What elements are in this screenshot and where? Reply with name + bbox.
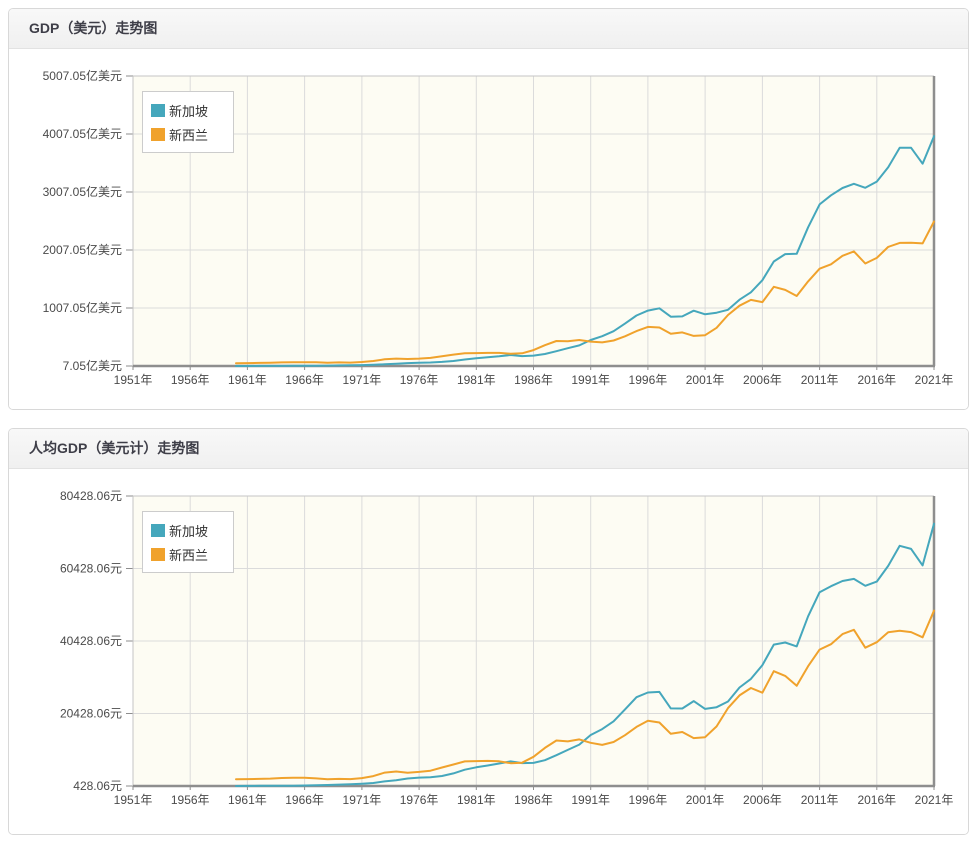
x-axis-label: 1976年: [400, 793, 439, 807]
new-zealand-swatch-icon: [151, 547, 165, 561]
x-axis-label: 1956年: [171, 373, 210, 387]
x-axis-label: 1991年: [571, 373, 610, 387]
legend-label-singapore: 新加坡: [169, 523, 209, 539]
x-axis-label: 1986年: [514, 373, 553, 387]
gdp-per-capita-chart-title: 人均GDP（美元计）走势图: [29, 440, 200, 456]
singapore-swatch-icon: [151, 523, 165, 537]
x-axis-label: 1981年: [457, 373, 496, 387]
gdp-chart-card: GDP（美元）走势图 1951年 1956年 1961年 1966年 1971年 1976…: [8, 8, 969, 410]
gdp-per-capita-card-header: 人均GDP（美元计）走势图: [9, 429, 968, 469]
new-zealand-swatch-icon: [151, 127, 165, 141]
legend-label-singapore: 新加坡: [169, 103, 209, 119]
x-axis-label: 1996年: [629, 793, 668, 807]
x-axis-label: 2001年: [686, 373, 725, 387]
x-axis-label: 1996年: [629, 373, 668, 387]
y-axis-label: 80428.06元: [60, 489, 122, 503]
series-line-1: [235, 609, 935, 781]
x-axis-label: 1976年: [400, 373, 439, 387]
legend-item-singapore[interactable]: 新加坡: [151, 98, 223, 122]
gdp-chart-body: 1951年 1956年 1961年 1966年 1971年 1976年 1981年 1986年…: [9, 49, 968, 409]
gdp-per-capita-chart-card: 人均GDP（美元计）走势图 1951年 1956年 1961年 1966年 1971年 1…: [8, 428, 969, 835]
y-axis-label: 1007.05亿美元: [43, 300, 122, 315]
gdp-chart-title: GDP（美元）走势图: [29, 20, 158, 36]
y-axis-label: 428.06元: [73, 779, 122, 793]
x-axis-label: 2021年: [915, 373, 954, 387]
x-axis-label: 1991年: [571, 793, 610, 807]
legend-label-new-zealand: 新西兰: [169, 547, 209, 563]
x-axis-label: 1981年: [457, 793, 496, 807]
y-axis-label: 60428.06元: [60, 562, 122, 576]
gdp-line-chart[interactable]: 1951年 1956年 1961年 1966年 1971年 1976年 1981年 1986年…: [9, 49, 968, 409]
x-axis-label: 2016年: [857, 373, 896, 387]
x-axis-label: 1966年: [285, 793, 324, 807]
x-axis-label: 2011年: [801, 373, 839, 387]
series-line-1: [235, 220, 935, 365]
x-axis-label: 1971年: [343, 373, 382, 387]
y-axis-label: 4007.05亿美元: [43, 126, 122, 141]
x-axis-label: 1966年: [285, 373, 324, 387]
x-axis-label: 1951年: [114, 373, 153, 387]
legend-label-new-zealand: 新西兰: [169, 127, 209, 143]
x-axis-label: 2011年: [801, 793, 839, 807]
gdp-card-header: GDP（美元）走势图: [9, 9, 968, 49]
y-axis-label: 20428.06元: [60, 707, 122, 721]
x-axis-label: 1971年: [343, 793, 382, 807]
gdp-per-capita-chart-legend: 新加坡 新西兰: [142, 511, 234, 573]
x-axis-label: 1986年: [514, 793, 553, 807]
series-line-0: [235, 135, 935, 367]
x-axis-label: 2021年: [915, 793, 954, 807]
gdp-per-capita-line-chart[interactable]: 1951年 1956年 1961年 1966年 1971年 1976年 1981年 1986年…: [9, 469, 968, 834]
x-axis-label: 2001年: [686, 793, 725, 807]
series-line-0: [235, 522, 935, 787]
y-axis-label: 40428.06元: [60, 634, 122, 648]
x-axis-label: 1951年: [114, 793, 153, 807]
x-axis-label: 1956年: [171, 793, 210, 807]
gdp-chart-legend: 新加坡 新西兰: [142, 91, 234, 153]
y-axis-label: 5007.05亿美元: [43, 68, 122, 83]
legend-item-new-zealand[interactable]: 新西兰: [151, 542, 223, 566]
gdp-per-capita-chart-body: 1951年 1956年 1961年 1966年 1971年 1976年 1981年 1986年…: [9, 469, 968, 834]
x-axis-label: 2006年: [743, 373, 782, 387]
x-axis-label: 1961年: [228, 373, 267, 387]
y-axis-label: 3007.05亿美元: [43, 184, 122, 199]
x-axis-label: 2006年: [743, 793, 782, 807]
y-axis-label: 2007.05亿美元: [43, 242, 122, 257]
singapore-swatch-icon: [151, 103, 165, 117]
y-axis-label: 7.05亿美元: [63, 358, 122, 373]
legend-item-new-zealand[interactable]: 新西兰: [151, 122, 223, 146]
legend-item-singapore[interactable]: 新加坡: [151, 518, 223, 542]
x-axis-label: 1961年: [228, 793, 267, 807]
x-axis-label: 2016年: [857, 793, 896, 807]
